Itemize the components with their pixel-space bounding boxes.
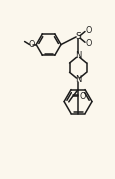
Text: S: S — [75, 32, 80, 41]
Text: O: O — [85, 38, 91, 48]
Text: N: N — [74, 76, 80, 84]
Text: N: N — [74, 51, 80, 60]
Text: O: O — [85, 26, 91, 35]
Text: O: O — [29, 40, 35, 49]
Text: O: O — [79, 92, 85, 101]
